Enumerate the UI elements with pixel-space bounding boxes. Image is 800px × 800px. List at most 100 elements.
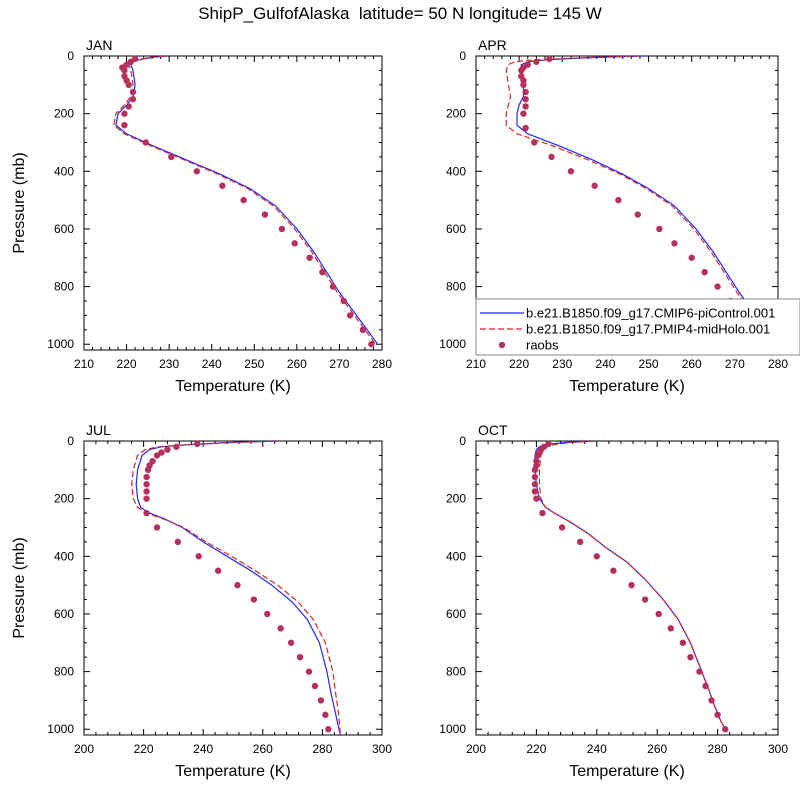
raobs-point bbox=[533, 495, 540, 502]
legend-entry: raobs bbox=[526, 338, 559, 353]
x-tick-label: 270 bbox=[329, 357, 349, 371]
plot-frame bbox=[475, 440, 779, 736]
raobs-point bbox=[533, 58, 540, 65]
legend-box bbox=[475, 298, 800, 356]
x-tick-label: 260 bbox=[287, 357, 307, 371]
y-tick-label: 0 bbox=[459, 49, 466, 63]
raobs-point bbox=[531, 481, 539, 488]
raobs-point bbox=[164, 446, 171, 453]
raobs-point bbox=[143, 473, 150, 481]
raobs-point bbox=[143, 488, 150, 495]
raobs-point bbox=[261, 211, 269, 218]
raobs-point bbox=[615, 196, 622, 204]
raobs-point bbox=[240, 196, 247, 204]
raobs-point bbox=[522, 88, 529, 96]
raobs-point bbox=[143, 481, 150, 488]
y-tick-label: 1000 bbox=[439, 337, 466, 351]
raobs-point bbox=[567, 168, 575, 175]
raobs-point bbox=[144, 466, 152, 474]
raobs-point bbox=[214, 567, 222, 574]
raobs-point bbox=[142, 139, 149, 146]
raobs-point bbox=[173, 443, 180, 450]
x-tick-label: 240 bbox=[202, 357, 222, 371]
raobs-point bbox=[195, 553, 202, 560]
raobs-point bbox=[277, 625, 284, 632]
x-tick-label: 300 bbox=[768, 742, 788, 756]
raobs-point bbox=[322, 711, 329, 719]
midholo-line bbox=[113, 56, 377, 345]
raobs-point bbox=[287, 639, 295, 646]
raobs-point bbox=[679, 639, 687, 646]
panel-oct: OCT 200 220 240 260 280 300 0 200 400 600 800 1000 Te… bbox=[439, 422, 788, 780]
raobs-point bbox=[721, 726, 729, 733]
raobs-point bbox=[125, 103, 132, 110]
y-tick-label: 800 bbox=[54, 280, 74, 294]
x-axis-label: Temperature (K) bbox=[569, 378, 685, 395]
y-tick-label: 0 bbox=[67, 49, 74, 63]
raobs-point bbox=[628, 581, 635, 589]
x-tick-label: 260 bbox=[647, 742, 667, 756]
panel-apr: APR 210 220 230 240 250 260 270 280 0 200 400 600 800… bbox=[439, 37, 800, 395]
raobs-point bbox=[250, 596, 258, 603]
raobs-point bbox=[593, 553, 600, 560]
raobs-point bbox=[702, 682, 709, 690]
x-tick-label: 230 bbox=[552, 357, 572, 371]
raobs-point bbox=[531, 488, 539, 495]
raobs-point bbox=[531, 466, 539, 474]
x-axis-label: Temperature (K) bbox=[175, 378, 291, 395]
y-tick-label: 600 bbox=[54, 222, 74, 236]
raobs-point bbox=[688, 254, 695, 261]
raobs-point bbox=[610, 567, 617, 574]
x-tick-label: 280 bbox=[372, 357, 392, 371]
raobs-point bbox=[558, 524, 566, 531]
y-tick-label: 400 bbox=[54, 164, 74, 178]
y-tick-label: 0 bbox=[459, 434, 466, 448]
panel-jan: JAN 210 220 230 240 250 260 270 280 0 200 400 600 800… bbox=[11, 37, 392, 395]
y-tick-label: 600 bbox=[446, 222, 466, 236]
raobs-point bbox=[121, 121, 128, 129]
raobs-point bbox=[520, 81, 527, 89]
raobs-point bbox=[319, 268, 326, 276]
raobs-point bbox=[340, 297, 347, 305]
raobs-point bbox=[671, 240, 678, 247]
raobs-point bbox=[129, 96, 137, 103]
raobs-point bbox=[219, 182, 226, 189]
y-tick-label: 1000 bbox=[439, 722, 466, 736]
x-tick-label: 260 bbox=[682, 357, 702, 371]
y-tick-label: 400 bbox=[446, 549, 466, 563]
raobs-point bbox=[655, 610, 662, 618]
raobs-point bbox=[174, 538, 182, 546]
raobs-point bbox=[121, 67, 128, 74]
y-tick-label: 800 bbox=[54, 665, 74, 679]
x-tick-label: 220 bbox=[526, 742, 546, 756]
raobs-point bbox=[194, 440, 201, 448]
raobs-point bbox=[687, 653, 694, 661]
raobs-point bbox=[296, 653, 304, 661]
y-tick-label: 0 bbox=[67, 434, 74, 448]
raobs-point bbox=[143, 495, 150, 502]
raobs-point bbox=[368, 341, 375, 348]
y-tick-label: 800 bbox=[446, 665, 466, 679]
x-tick-label: 220 bbox=[134, 742, 154, 756]
x-axis-label: Temperature (K) bbox=[569, 763, 685, 780]
x-axis-label: Temperature (K) bbox=[175, 763, 291, 780]
raobs-point bbox=[325, 726, 332, 733]
raobs-point bbox=[125, 81, 132, 89]
x-tick-label: 280 bbox=[708, 742, 728, 756]
raobs-point bbox=[520, 110, 527, 117]
y-tick-label: 600 bbox=[446, 607, 466, 621]
raobs-point bbox=[234, 581, 241, 589]
raobs-point bbox=[714, 711, 721, 719]
raobs-point bbox=[634, 211, 641, 218]
plot-frame bbox=[83, 55, 383, 351]
x-tick-label: 210 bbox=[466, 357, 486, 371]
raobs-point bbox=[317, 697, 325, 704]
legend: b.e21.B1850.f09_g17.CMIP6-piControl.001b… bbox=[475, 298, 800, 356]
raobs-point bbox=[129, 88, 137, 96]
x-tick-label: 250 bbox=[639, 357, 659, 371]
plot-frame bbox=[83, 440, 383, 736]
raobs-point bbox=[278, 225, 286, 233]
y-tick-label: 1000 bbox=[47, 722, 74, 736]
y-tick-label: 200 bbox=[54, 107, 74, 121]
x-tick-label: 200 bbox=[466, 742, 486, 756]
